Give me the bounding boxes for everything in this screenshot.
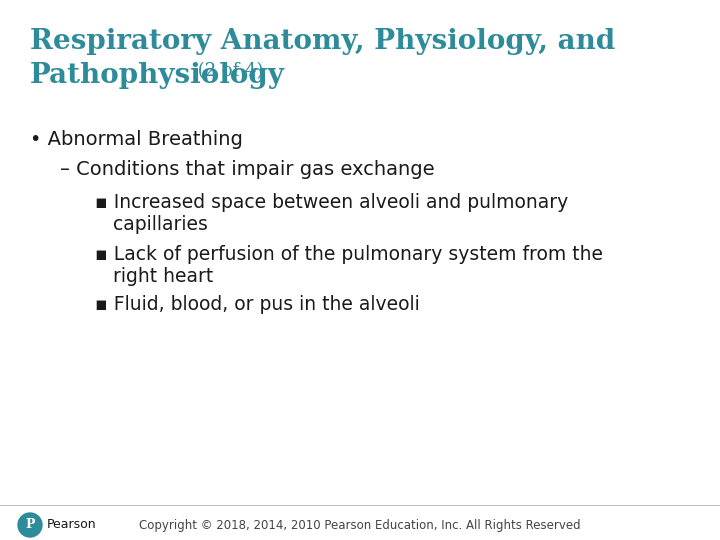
Text: ▪ Lack of perfusion of the pulmonary system from the: ▪ Lack of perfusion of the pulmonary sys… [95,245,603,264]
Text: • Abnormal Breathing: • Abnormal Breathing [30,130,243,149]
Text: Pathophysiology: Pathophysiology [30,62,285,89]
Text: P: P [25,518,35,531]
Text: Pearson: Pearson [47,518,96,531]
Text: (2 of 4): (2 of 4) [192,62,264,80]
Circle shape [18,513,42,537]
Text: right heart: right heart [113,267,213,286]
Text: ▪ Fluid, blood, or pus in the alveoli: ▪ Fluid, blood, or pus in the alveoli [95,295,420,314]
Text: capillaries: capillaries [113,215,208,234]
Text: ▪ Increased space between alveoli and pulmonary: ▪ Increased space between alveoli and pu… [95,193,568,212]
Text: – Conditions that impair gas exchange: – Conditions that impair gas exchange [60,160,435,179]
Text: Respiratory Anatomy, Physiology, and: Respiratory Anatomy, Physiology, and [30,28,616,55]
Text: Copyright © 2018, 2014, 2010 Pearson Education, Inc. All Rights Reserved: Copyright © 2018, 2014, 2010 Pearson Edu… [139,518,581,531]
